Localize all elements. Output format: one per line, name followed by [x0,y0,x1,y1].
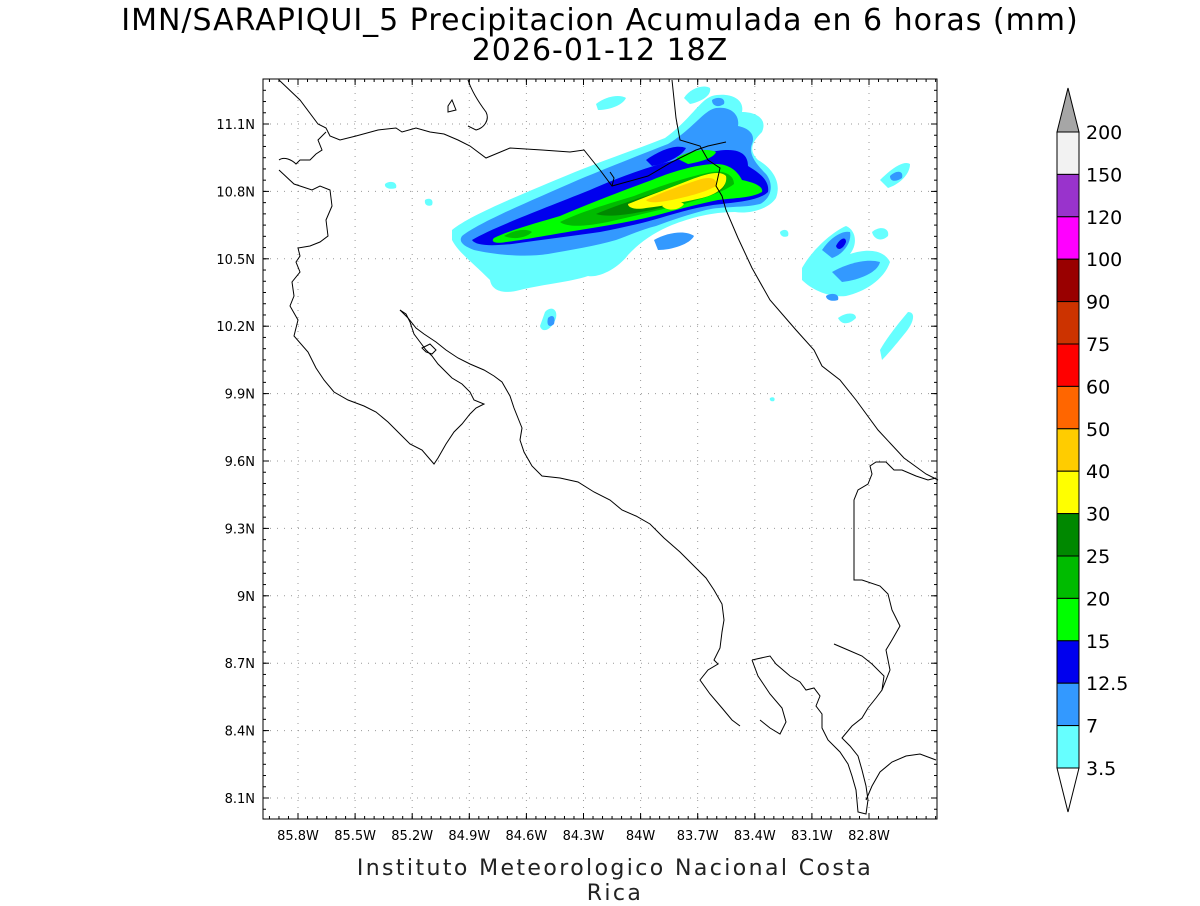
precip-contour-3.5mm [880,312,914,360]
precip-contour-3.5mm [424,198,433,206]
latitude-ticks: 11.1N 10.8N 10.5N 10.2N 9.9N 9.6N 9.3N 9N 8.7N 8.… [216,89,937,810]
colorbar-swatch [1056,301,1080,345]
colorbar-label: 90 [1086,292,1110,314]
lon-tick-label: 83.4W [734,829,776,844]
gulf-of-nicoya-coast [399,309,741,727]
map-area: 11.1N 10.8N 10.5N 10.2N 9.9N 9.6N 9.3N 9N 8.7N 8.… [216,78,939,844]
precip-contour-12.5mm [836,238,846,249]
lake-nicaragua-shore-east [467,79,488,131]
chira-island [421,343,437,355]
lat-tick-label: 10.2N [216,320,255,335]
lat-tick-label: 8.1N [225,792,255,807]
osa-peninsula [751,643,885,815]
lat-tick-label: 9.6N [225,455,255,470]
colorbar-top-arrow [1056,87,1080,133]
precip-contour-3.5mm [802,226,890,297]
footer-credit: Instituto Meteorologico Nacional Costa R… [356,856,874,906]
colorbar-swatch [1056,682,1080,727]
nicaragua-costa-rica-border [609,79,939,481]
precipitation-field [384,86,914,402]
lon-tick-label: 82.8W [848,829,890,844]
lon-tick-label: 84W [626,829,656,844]
colorbar-bottom-arrow [1056,767,1080,813]
colorbar-swatch [1056,258,1080,303]
colorbar-label: 25 [1086,546,1110,568]
colorbar-label: 3.5 [1086,758,1116,780]
colorbar-label: 12.5 [1086,673,1128,695]
precip-contour-12.5mm [646,146,686,166]
map-subtitle-datetime: 2026-01-12 18Z [471,33,729,68]
map-gridlines [263,79,937,819]
precip-contour-20mm [504,229,532,239]
lat-tick-label: 9.3N [225,522,255,537]
precip-contour-3.5mm [838,313,856,324]
map-title: IMN/SARAPIQUI_5 Precipitacion Acumulada … [121,3,1079,38]
lat-tick-label: 10.5N [216,253,255,268]
colorbar-swatch [1056,428,1080,472]
nicaragua-lake-shore [278,79,727,187]
lat-tick-label: 10.8N [216,185,255,200]
precip-contour-40mm [646,178,717,203]
precip-contour-7mm [826,293,839,301]
colorbar-swatch [1056,597,1080,642]
colorbar-swatch [1056,470,1080,515]
precip-contour-15mm [676,150,716,164]
colorbar-swatch [1056,725,1080,769]
precip-contour-3.5mm [780,229,789,237]
precip-contour-3.5mm [872,228,889,240]
precip-contour-3.5mm [384,181,397,189]
lon-tick-label: 85.8W [277,829,319,844]
precip-contour-3.5mm [684,86,711,104]
colorbar-label: 100 [1086,249,1122,271]
precip-contour-7mm [654,232,694,250]
colorbar-swatch [1056,513,1080,557]
coastlines [278,79,939,815]
colorbar-swatch [1056,385,1080,430]
colorbar-label: 7 [1086,716,1098,738]
lon-tick-label: 84.3W [563,829,605,844]
precip-contour-7mm [832,260,880,282]
lon-tick-label: 83.7W [677,829,719,844]
lat-tick-label: 11.1N [216,118,255,133]
colorbar-swatch [1056,640,1080,684]
colorbar-label: 120 [1086,207,1122,229]
lon-tick-label: 84.9W [448,829,490,844]
panama-coast-south [865,753,937,801]
colorbar: 200 150 120 100 90 75 60 50 40 30 25 20 15 12.5 7 3.5 [1056,87,1128,813]
colorbar-label: 60 [1086,376,1110,398]
lon-tick-label: 83.1W [791,829,833,844]
colorbar-swatch [1056,555,1080,599]
colorbar-swatch [1056,216,1080,260]
precip-contour-7mm [822,231,851,258]
precip-contour-30mm [662,201,684,210]
lon-tick-label: 85.2W [391,829,433,844]
lon-tick-label: 84.6W [505,829,547,844]
precip-contour-7mm [547,316,555,326]
colorbar-label: 75 [1086,334,1110,356]
precip-contour-3.5mm [769,397,775,402]
colorbar-label: 30 [1086,504,1110,526]
precip-contour-3.5mm [596,96,626,110]
golfo-dulce-shore [853,461,937,691]
pacific-coastline-north [278,131,486,465]
lat-tick-label: 9N [237,590,255,605]
lon-tick-label: 85.5W [334,829,376,844]
colorbar-swatch [1056,131,1080,175]
precip-contour-7mm [712,97,725,107]
lat-tick-label: 8.7N [225,657,255,672]
lat-tick-label: 9.9N [225,388,255,403]
colorbar-label: 20 [1086,588,1110,610]
colorbar-label: 150 [1086,164,1122,186]
lat-tick-label: 8.4N [225,725,255,740]
colorbar-swatch [1056,343,1080,387]
colorbar-label: 50 [1086,419,1110,441]
longitude-ticks: 85.8W 85.5W 85.2W 84.9W 84.6W 84.3W 84W 83.7W 83… [268,79,937,844]
colorbar-swatch [1056,173,1080,218]
colorbar-label: 15 [1086,631,1110,653]
colorbar-label: 40 [1086,461,1110,483]
small-island [447,98,457,113]
precip-contour-7mm [890,171,903,181]
colorbar-label: 200 [1086,122,1122,144]
